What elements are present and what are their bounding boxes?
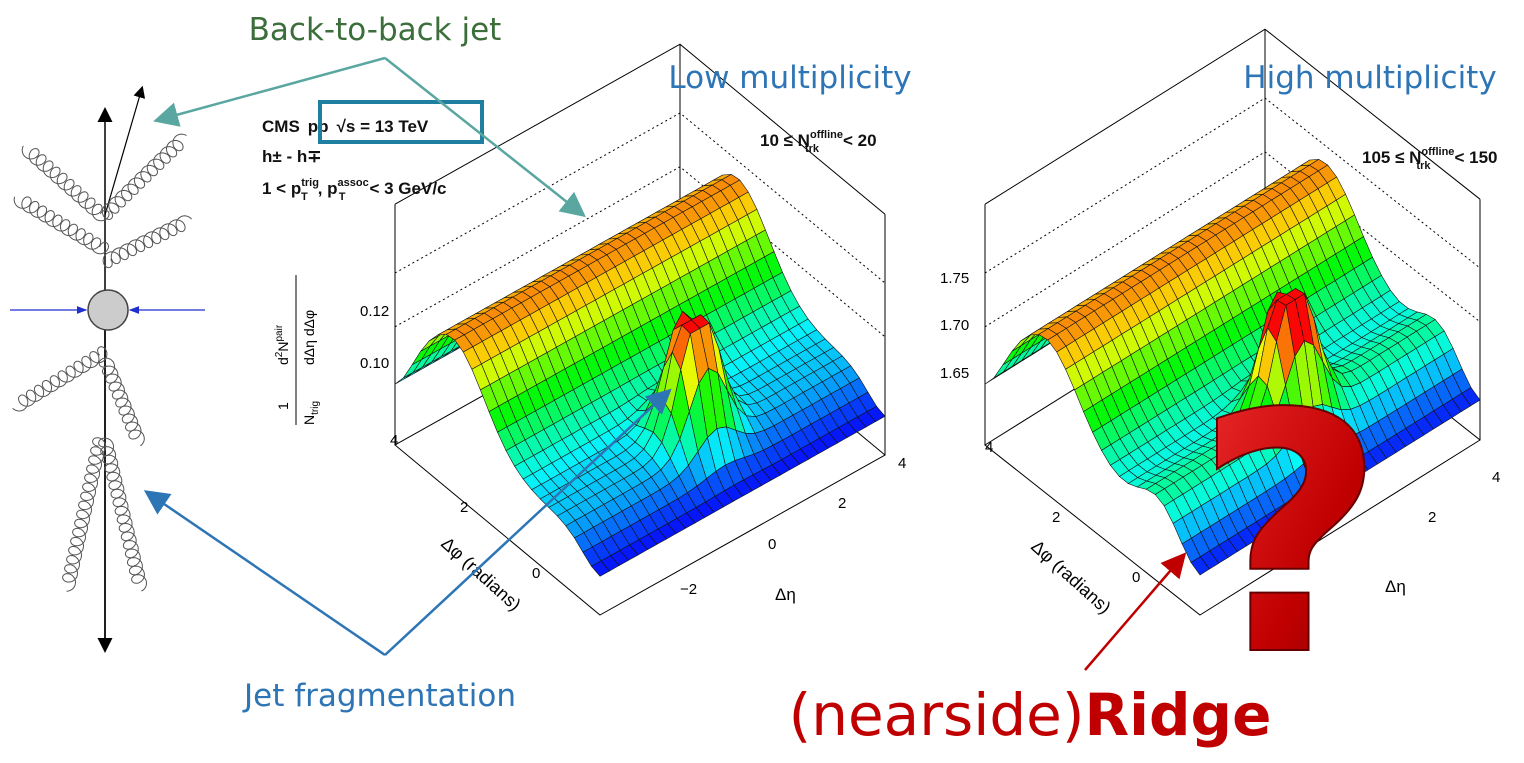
phi-tick-label: 2 [1052, 509, 1060, 526]
z-den2: dΔη dΔφ [301, 310, 317, 365]
eta-tick-label: 2 [838, 495, 846, 512]
z-num: 1 [275, 402, 291, 410]
pt-hi: < 3 GeV/c [369, 179, 446, 198]
question-mark: ? [1194, 344, 1385, 728]
eta-tick-label: 0 [768, 536, 776, 553]
arrow [143, 490, 386, 657]
phi-tick-label: 0 [1132, 569, 1140, 586]
d: d [275, 357, 291, 365]
jet-fragmentation-label: Jet fragmentation [242, 678, 516, 714]
experiment: CMS [262, 117, 300, 136]
wall-grid [394, 112, 886, 284]
energy: √s = 13 TeV [337, 117, 429, 136]
box-edge [984, 28, 1481, 205]
ridge-word: Ridge [1085, 681, 1272, 749]
multiplicity-range: 105 ≤ Noffline trk < 150 [1362, 146, 1498, 172]
surface-plot [394, 43, 886, 616]
track [104, 85, 146, 216]
mesh-cell [1190, 556, 1210, 576]
wall-grid [394, 166, 886, 338]
sup: assoc [338, 177, 369, 189]
wall-grid [984, 97, 1481, 274]
z-tick-label: 1.70 [940, 317, 969, 334]
collision [87, 289, 129, 331]
back-to-back-label: Back-to-back jet [249, 12, 502, 48]
eta-tick-label: 4 [898, 455, 906, 472]
z-tick-label: 1.75 [940, 270, 969, 287]
arrow [384, 388, 672, 656]
sub: T [301, 191, 308, 203]
eta-axis-label: Δη [775, 585, 796, 604]
phi-tick-label: 2 [460, 499, 468, 516]
eta-tick-label: 4 [1492, 469, 1500, 486]
phi-tick-label: 4 [390, 432, 398, 449]
two: 2 [274, 351, 285, 357]
multiplicity-range: 10 ≤ Noffline trk < 20 [760, 129, 877, 155]
n-lo: 10 ≤ N [760, 131, 810, 150]
n: N [275, 342, 291, 352]
ridge-prefix: (nearside) [789, 681, 1085, 749]
z-tick-label: 0.12 [360, 303, 389, 320]
jet-diagram [10, 85, 205, 653]
phi-axis-label: Δφ (radians) [1027, 536, 1114, 618]
eta-tick-label: 2 [1428, 509, 1436, 526]
eta-axis-label: Δη [1385, 577, 1406, 596]
pair-line: h± - h∓ [262, 147, 321, 166]
pt-line: 1 < ptrig T, passoc T < 3 GeV/c [262, 177, 447, 203]
n-hi: < 150 [1454, 148, 1497, 167]
pair: pair [274, 324, 285, 341]
cms-line: CMS pp √s = 13 TeV [262, 117, 429, 136]
mesh-cell [591, 560, 610, 577]
n: N [301, 415, 317, 425]
n-sub: trk [805, 143, 820, 155]
gluon [98, 357, 145, 447]
phi-axis-label: Δφ (radians) [437, 533, 524, 615]
z-tick-label: 1.65 [940, 365, 969, 382]
phi-tick-label: 0 [532, 565, 540, 582]
n-hi: < 20 [843, 131, 877, 150]
comma: , p [318, 179, 338, 198]
n-sup: offline [810, 129, 843, 141]
wall-grid [984, 151, 1481, 328]
sub: T [339, 191, 346, 203]
arrow [384, 57, 586, 218]
highlight-box [318, 100, 484, 144]
gluon [98, 437, 148, 592]
plot-title: Low multiplicity [668, 60, 911, 96]
trig: trig [310, 401, 321, 415]
gluon [21, 145, 110, 222]
arrow [153, 56, 386, 127]
gluon [102, 215, 192, 269]
gluon [12, 346, 108, 412]
phi-tick-label: 4 [985, 439, 993, 456]
z-num2: d2Npair [274, 324, 291, 365]
gluon [62, 437, 107, 592]
z-den: Ntrig [301, 401, 321, 425]
n-lo: 105 ≤ N [1362, 148, 1421, 167]
plot-title: High multiplicity [1243, 60, 1496, 96]
eta-tick-label: −2 [680, 581, 697, 598]
n-sub: trk [1416, 160, 1431, 172]
ridge-label: (nearside)Ridge [789, 681, 1272, 749]
z-tick-label: 0.10 [360, 355, 389, 372]
surface-plot [984, 28, 1481, 616]
gluon [101, 133, 187, 221]
pt-lo: 1 < p [262, 179, 301, 198]
box-edge [394, 43, 886, 215]
sup: trig [301, 177, 319, 189]
arrow [1084, 552, 1187, 671]
n-sup: offline [1421, 146, 1454, 158]
gluon [13, 196, 110, 255]
